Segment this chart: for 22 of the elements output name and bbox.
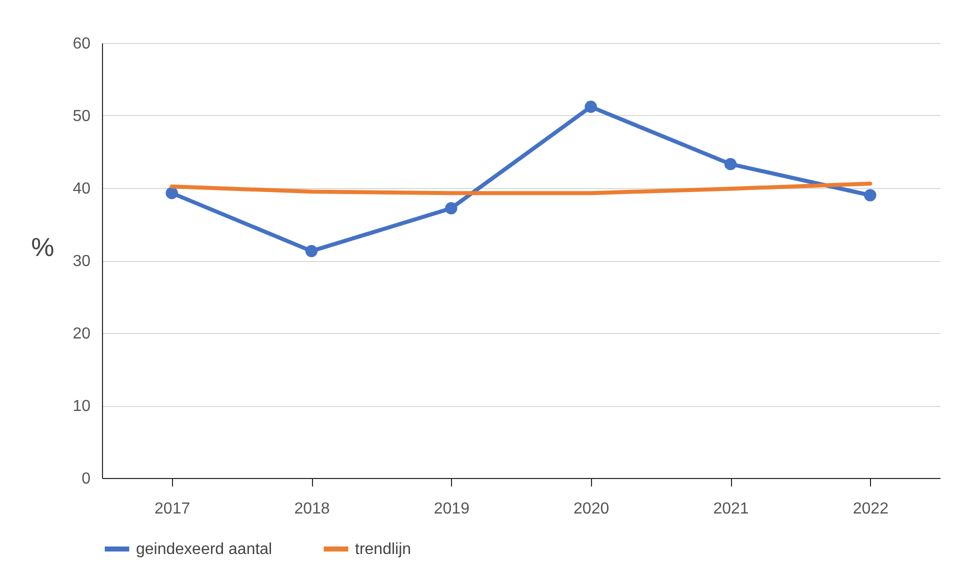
point xyxy=(724,158,737,170)
y-axis-title: % xyxy=(31,232,54,262)
y-tick-label: 40 xyxy=(72,180,91,198)
point xyxy=(584,100,597,113)
y-tick-label: 30 xyxy=(72,253,91,270)
y-tick-label: 10 xyxy=(72,398,91,415)
y-tick-label: 50 xyxy=(72,108,91,125)
y-tick-label: 60 xyxy=(72,36,91,52)
legend-label: trendlijn xyxy=(355,541,412,558)
x-tick-label: 2018 xyxy=(294,500,330,518)
point xyxy=(166,186,178,200)
legend-label: geindexeerd aantal xyxy=(136,541,272,558)
point xyxy=(305,244,318,258)
x-tick-label: 2022 xyxy=(852,500,889,518)
x-tick-label: 2021 xyxy=(713,500,749,518)
x-tick-label: 2017 xyxy=(154,500,190,518)
x-tick-label: 2020 xyxy=(574,500,610,518)
point xyxy=(864,189,876,202)
point xyxy=(445,202,458,214)
x-tick-label: 2019 xyxy=(434,500,470,518)
y-tick-label: 0 xyxy=(82,470,91,488)
y-tick-label: 20 xyxy=(72,326,91,342)
